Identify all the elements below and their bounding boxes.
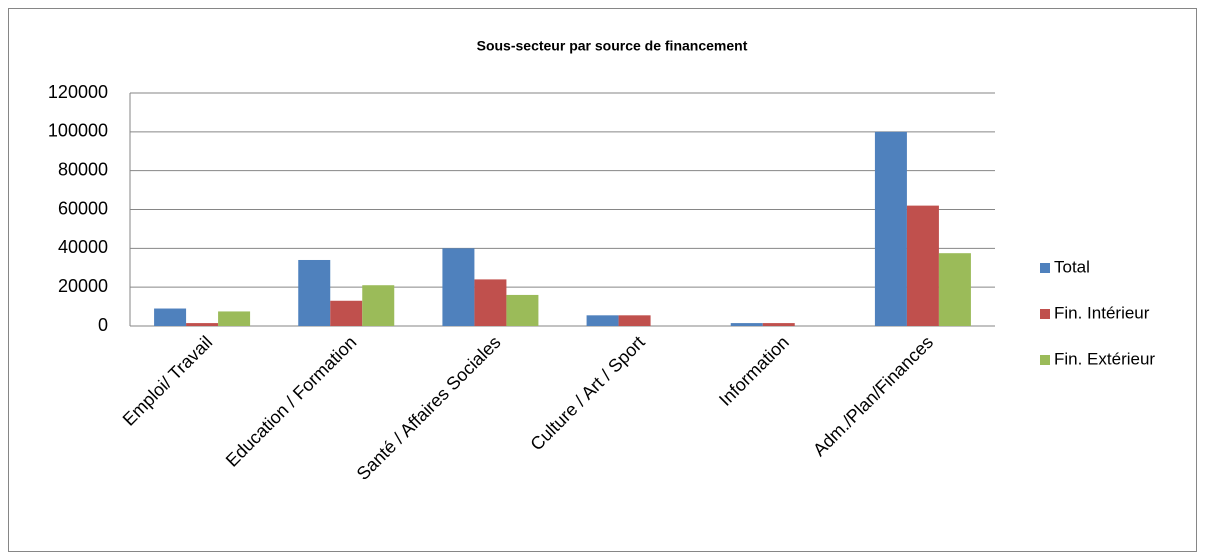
bar <box>474 279 507 326</box>
y-tick-label: 40000 <box>58 237 108 257</box>
bar <box>186 323 219 326</box>
bar <box>618 315 651 326</box>
legend-label: Fin. Intérieur <box>1054 303 1150 322</box>
bar <box>874 131 907 326</box>
y-tick-label: 80000 <box>58 159 108 179</box>
legend-swatch <box>1040 355 1050 365</box>
bar <box>506 294 539 326</box>
legend-label: Total <box>1054 257 1090 276</box>
bar <box>362 285 395 326</box>
bar <box>906 205 939 326</box>
legend-label: Fin. Extérieur <box>1054 349 1155 368</box>
chart-title: Sous-secteur par source de financement <box>477 38 748 54</box>
y-tick-label: 60000 <box>58 198 108 218</box>
bar <box>938 253 971 326</box>
bar <box>154 308 187 326</box>
bar <box>586 315 619 326</box>
y-tick-label: 120000 <box>48 82 108 102</box>
y-tick-label: 20000 <box>58 276 108 296</box>
bar <box>330 300 363 326</box>
chart-border <box>8 8 1197 552</box>
bar <box>762 323 795 326</box>
bar <box>730 323 763 326</box>
y-tick-label: 100000 <box>48 121 108 141</box>
bar <box>442 248 475 326</box>
legend-swatch <box>1040 263 1050 273</box>
legend-swatch <box>1040 309 1050 319</box>
bar <box>298 259 331 326</box>
y-tick-label: 0 <box>98 315 108 335</box>
bar <box>218 311 251 326</box>
